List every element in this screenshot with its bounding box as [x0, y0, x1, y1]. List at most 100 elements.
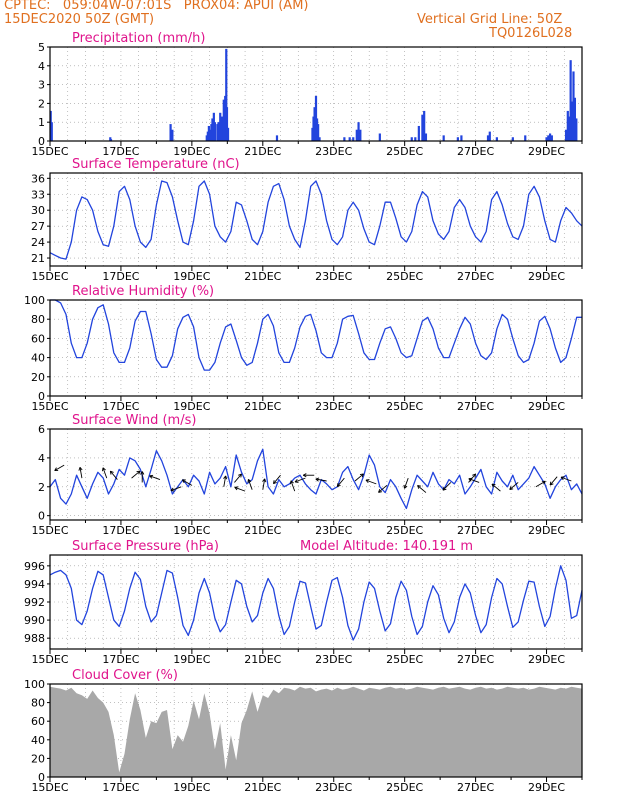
- wind-arrow-head: [234, 486, 239, 488]
- wind-arrow-head: [509, 486, 512, 490]
- wind-arrow-head: [149, 474, 154, 477]
- wind-arrow-head: [378, 488, 381, 493]
- wind-arrow: [289, 480, 296, 492]
- header-model-code: TQ0126L028: [489, 26, 573, 41]
- x-tick-label: 29DEC: [528, 145, 565, 158]
- wind-arrow: [336, 477, 345, 487]
- wind-arrow-head: [223, 475, 227, 479]
- wind-arrow: [140, 471, 145, 483]
- precip-bar: [575, 118, 578, 141]
- precip-bar: [226, 127, 230, 141]
- precip-bar: [545, 137, 548, 141]
- wind-arrow-head: [472, 473, 476, 476]
- x-tick-label: 25DEC: [386, 400, 423, 413]
- wind-arrow-head: [442, 488, 447, 491]
- wind-arrow-head: [404, 485, 408, 489]
- x-tick-label: 15DEC: [31, 781, 68, 794]
- header-date: 15DEC2020 50Z (GMT): [4, 12, 155, 27]
- x-tick-label: 21DEC: [244, 653, 281, 666]
- wind-arrow-head: [140, 471, 143, 475]
- precip-bar: [417, 125, 420, 141]
- y-tick-label: 27: [31, 220, 45, 233]
- wind-arrow: [273, 474, 281, 485]
- precip-bar: [359, 129, 362, 141]
- rh-title: Relative Humidity (%): [72, 284, 214, 299]
- precip-bar: [573, 97, 577, 141]
- wind-arrow-head: [238, 473, 242, 476]
- precip-bar: [207, 125, 210, 141]
- y-tick-label: 994: [24, 578, 45, 591]
- y-tick-label: 20: [31, 752, 45, 765]
- panel-rh: [47, 299, 583, 401]
- precip-bar: [378, 133, 381, 141]
- x-tick-label: 23DEC: [315, 270, 352, 283]
- cloud-cover-area: [50, 686, 582, 777]
- y-tick-label: 4: [38, 60, 45, 73]
- wind-arrow-head: [303, 474, 307, 478]
- wind-arrow-shaft: [509, 482, 519, 490]
- x-tick-label: 19DEC: [173, 145, 210, 158]
- wind-arrow-head: [491, 483, 494, 488]
- x-tick-label: 21DEC: [244, 781, 281, 794]
- precip-bar: [169, 124, 172, 141]
- wind-arrow: [262, 478, 267, 490]
- y-tick-label: 996: [24, 560, 45, 573]
- precip-bar: [352, 137, 355, 141]
- wind-arrow: [509, 482, 519, 490]
- wind-arrow-head: [294, 481, 299, 483]
- wind-arrow-shaft: [262, 478, 266, 490]
- panel-frame: [49, 46, 583, 142]
- wind-arrow: [234, 486, 246, 492]
- precip-bar: [109, 139, 113, 141]
- x-tick-label: 27DEC: [457, 653, 494, 666]
- y-tick-label: 40: [31, 734, 45, 747]
- wind-arrow: [109, 470, 118, 480]
- wind-arrow: [170, 486, 182, 492]
- wind-arrow-head: [361, 473, 364, 478]
- wind-arrow-head: [141, 471, 145, 475]
- wind-arrow-head: [315, 478, 319, 482]
- precip-bar: [456, 137, 459, 141]
- wind-arrow: [417, 485, 427, 493]
- x-tick-label: 27DEC: [457, 270, 494, 283]
- wind-arrow-head: [442, 486, 445, 491]
- y-tick-label: 988: [24, 632, 45, 645]
- y-tick-label: 33: [31, 188, 45, 201]
- wind-arrow-head: [549, 483, 554, 486]
- wind-arrow-head: [365, 479, 369, 484]
- temp-series-line: [49, 180, 583, 260]
- wind-arrow-head: [468, 477, 473, 480]
- wind-arrow: [78, 466, 83, 479]
- x-tick-label: 17DEC: [102, 400, 139, 413]
- x-tick-label: 19DEC: [173, 524, 210, 537]
- wind-arrow-head: [359, 473, 364, 476]
- wind-arrow-head: [509, 488, 514, 490]
- wind-arrow-head: [294, 478, 298, 483]
- wind-arrow-shaft: [417, 485, 427, 493]
- wind-arrow-head: [417, 485, 422, 487]
- wind-arrow-head: [264, 478, 267, 483]
- y-tick-label: 0: [38, 510, 45, 523]
- y-tick-label: 2: [38, 481, 45, 494]
- wind-arrow-head: [79, 466, 83, 471]
- pressure-series-line: [49, 565, 583, 641]
- wind-arrow-shaft: [273, 474, 281, 484]
- x-tick-label: 25DEC: [386, 145, 423, 158]
- wind-arrow-shaft: [336, 477, 345, 487]
- y-tick-label: 40: [31, 352, 45, 365]
- wind-arrow-head: [170, 490, 175, 492]
- x-tick-label: 23DEC: [315, 781, 352, 794]
- y-tick-label: 0: [38, 390, 45, 403]
- x-tick-label: 27DEC: [457, 145, 494, 158]
- wind-arrow-shaft: [223, 475, 227, 487]
- precip-bar: [548, 133, 552, 141]
- panel-cloud: [47, 683, 583, 782]
- wind-arrow-head: [560, 476, 564, 481]
- y-tick-label: 24: [31, 236, 45, 249]
- x-tick-label: 23DEC: [315, 145, 352, 158]
- panel-pressure: [47, 554, 583, 654]
- wind-arrow-head: [248, 478, 252, 482]
- wind-arrow: [491, 483, 501, 492]
- x-tick-label: 29DEC: [528, 781, 565, 794]
- x-tick-label: 25DEC: [386, 270, 423, 283]
